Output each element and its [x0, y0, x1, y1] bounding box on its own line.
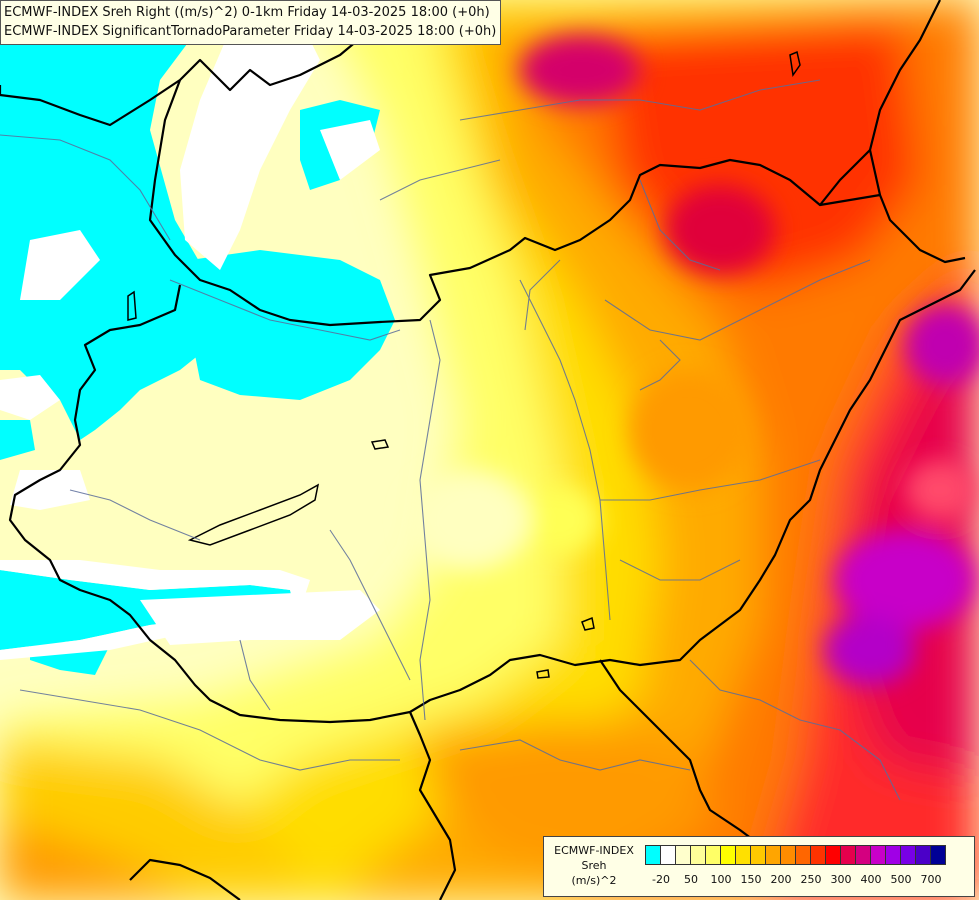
legend-swatch-1 [660, 845, 676, 865]
legend-tick-2: 100 [710, 873, 732, 886]
legend-swatch-11 [810, 845, 826, 865]
legend-title-line-3: (m/s)^2 [571, 874, 617, 887]
legend-swatch-4 [705, 845, 721, 865]
legend-swatch-9 [780, 845, 796, 865]
field-hotspots [410, 35, 979, 685]
legend-swatch-12 [825, 845, 841, 865]
legend-swatch-8 [765, 845, 781, 865]
legend-swatch-15 [870, 845, 886, 865]
legend-swatch-3 [690, 845, 706, 865]
legend-tick-4: 200 [770, 873, 792, 886]
legend-color-bar [645, 845, 946, 865]
legend-title: ECMWF-INDEX Sreh (m/s)^2 [548, 843, 640, 888]
legend-swatch-19 [930, 845, 946, 865]
legend-swatch-5 [720, 845, 736, 865]
rivers-admin-lines [0, 79, 901, 801]
legend-tick-0: -20 [652, 873, 670, 886]
white-near-zero [0, 20, 380, 660]
legend-tick-6: 300 [830, 873, 852, 886]
legend-tick-9: 700 [920, 873, 942, 886]
map-title-box: ECMWF-INDEX Sreh Right ((m/s)^2) 0-1km F… [0, 0, 502, 45]
legend-tick-3: 150 [740, 873, 762, 886]
legend-swatch-14 [855, 845, 871, 865]
legend-swatch-18 [915, 845, 931, 865]
legend-swatch-16 [885, 845, 901, 865]
lakes [127, 50, 801, 679]
legend-title-line-1: ECMWF-INDEX [554, 844, 634, 857]
map-title-line-1: ECMWF-INDEX Sreh Right ((m/s)^2) 0-1km F… [4, 5, 490, 20]
color-scale-legend: ECMWF-INDEX Sreh (m/s)^2 -20 50 100 150 200 2… [543, 836, 975, 897]
legend-title-line-2: Sreh [581, 859, 607, 872]
legend-swatch-10 [795, 845, 811, 865]
legend-swatch-6 [735, 845, 751, 865]
legend-tick-7: 400 [860, 873, 882, 886]
legend-tick-8: 500 [890, 873, 912, 886]
legend-swatch-0 [645, 845, 661, 865]
legend-swatch-2 [675, 845, 691, 865]
legend-tick-labels: -20 50 100 150 200 250 300 400 500 700 [645, 873, 975, 887]
map-title-line-2: ECMWF-INDEX SignificantTornadoParameter … [4, 24, 497, 39]
legend-swatch-13 [840, 845, 856, 865]
legend-swatch-7 [750, 845, 766, 865]
legend-swatch-17 [900, 845, 916, 865]
legend-tick-5: 250 [800, 873, 822, 886]
legend-tick-1: 50 [684, 873, 698, 886]
